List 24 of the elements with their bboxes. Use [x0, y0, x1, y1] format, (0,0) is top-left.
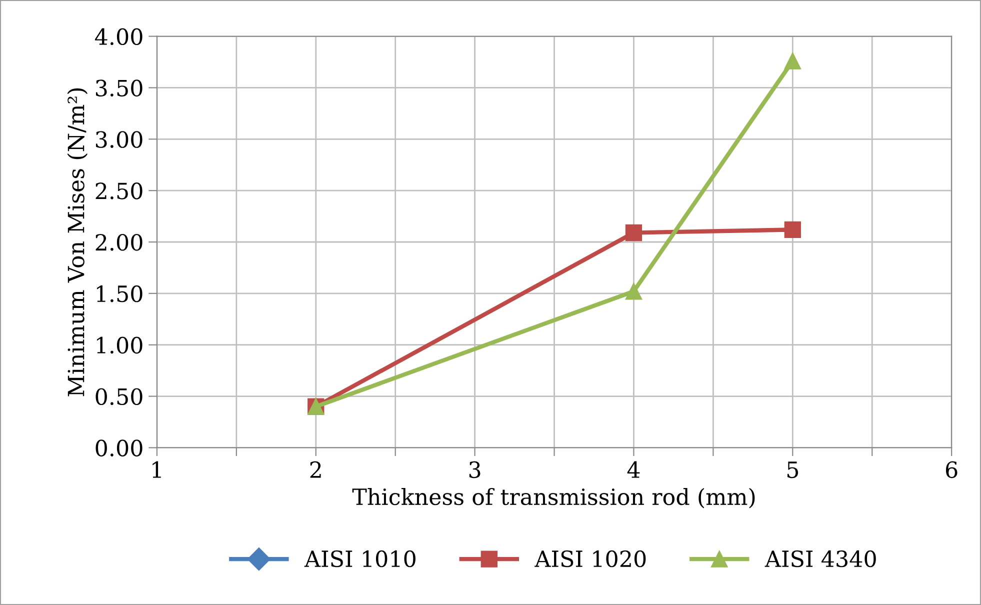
x-tick-label: 6 — [946, 461, 958, 478]
y-tick-label: 0.00 — [96, 440, 142, 456]
x-axis-title: Thickness of transmission rod (mm) — [352, 488, 755, 508]
y-axis-title: Minimum Von Mises (N/m²) — [67, 88, 88, 396]
point — [784, 52, 801, 70]
legend-label: AISI 1010 — [304, 550, 416, 568]
point — [625, 224, 642, 242]
x-tick-label: 2 — [310, 461, 321, 478]
y-tick-label: 1.50 — [97, 285, 142, 302]
y-tick-label: 3.50 — [96, 80, 142, 96]
x-tick-label: 4 — [627, 461, 640, 478]
y-tick-label: 0.50 — [96, 388, 142, 406]
y-tick-label: 4.00 — [94, 28, 142, 46]
legend-label: AISI 1020 — [534, 550, 646, 568]
y-tick-label: 3.00 — [96, 131, 142, 148]
point — [784, 221, 801, 238]
y-tick-label: 2.50 — [96, 182, 142, 200]
x-tick-label: 1 — [152, 461, 161, 478]
point — [625, 283, 642, 300]
legend-label: AISI 4340 — [764, 550, 876, 568]
x-tick-label: 5 — [787, 462, 798, 478]
y-tick-label: 1.00 — [97, 336, 142, 354]
x-tick-label: 3 — [469, 461, 480, 478]
y-tick-label: 2.00 — [96, 234, 142, 251]
